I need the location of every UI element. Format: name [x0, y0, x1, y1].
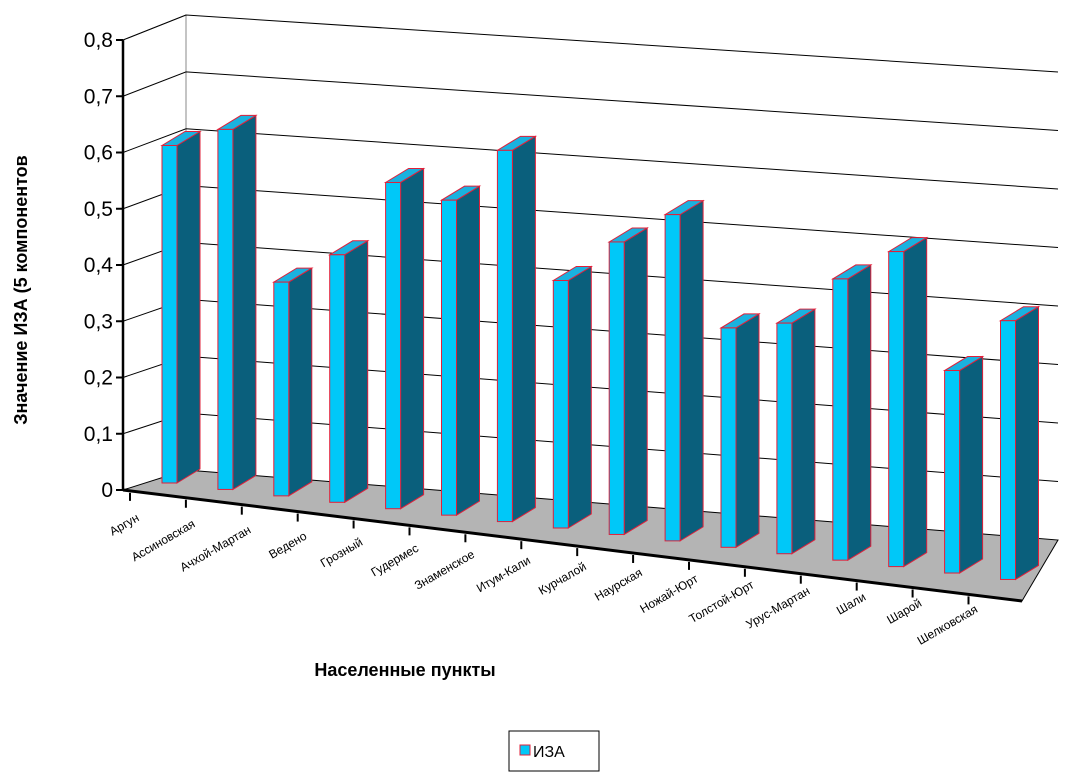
- gridline: [122, 71, 1059, 131]
- bar-front: [161, 145, 178, 484]
- bar-side: [959, 355, 984, 574]
- bar-front: [385, 181, 402, 510]
- y-tick-label: 0,7: [84, 85, 113, 108]
- x-category-label: Шелковская: [915, 602, 980, 648]
- bar-side: [400, 167, 425, 510]
- y-axis-ticks: 0 0,1 0,2 0,3 0,4 0,5 0,6 0,7 0,8: [84, 29, 123, 502]
- bar: [775, 308, 817, 555]
- x-axis-title: Населенные пункты: [314, 660, 495, 680]
- y-tick-label: 0,5: [84, 198, 113, 221]
- y-tick-label: 0,1: [84, 423, 113, 446]
- y-tick-label: 0,4: [84, 254, 114, 277]
- bar: [160, 130, 202, 484]
- bar: [998, 305, 1041, 581]
- x-category-label: Ведено: [266, 529, 309, 562]
- x-category-label: Гудермес: [368, 541, 421, 579]
- gridline: [122, 128, 1059, 190]
- bar-front: [888, 251, 905, 568]
- bar-front: [496, 149, 513, 523]
- bar-front: [832, 278, 849, 561]
- y-tick-label: 0,2: [84, 367, 113, 390]
- x-category-label: Аргун: [107, 510, 141, 538]
- x-category-label: Грозный: [318, 535, 365, 570]
- bar: [272, 267, 314, 497]
- bar-side: [176, 130, 201, 484]
- bar-side: [511, 135, 536, 523]
- bar-side: [847, 264, 872, 562]
- bar-front: [608, 241, 625, 535]
- y-tick-label: 0: [101, 479, 113, 502]
- bar-side: [679, 199, 704, 542]
- x-category-label: Итум-Кали: [474, 553, 533, 595]
- bar: [607, 227, 649, 536]
- bar-side: [623, 227, 648, 536]
- bar: [719, 313, 761, 549]
- bar-front: [776, 322, 793, 555]
- x-category-label: Курчалой: [536, 559, 589, 597]
- bar: [886, 236, 929, 568]
- bar-side: [567, 265, 592, 529]
- y-tick-label: 0,6: [84, 142, 113, 165]
- legend: ИЗА: [508, 730, 600, 772]
- x-category-label: Знаменское: [412, 547, 477, 593]
- bar-front: [664, 214, 681, 542]
- bar-side: [232, 114, 257, 491]
- bar: [831, 264, 873, 562]
- bar-side: [1015, 305, 1039, 581]
- bar-side: [735, 313, 760, 549]
- bar-side: [791, 308, 816, 555]
- y-axis-title: Значение ИЗА (5 компонентов: [11, 155, 31, 424]
- bar-front: [217, 128, 234, 490]
- x-category-label: Шали: [834, 590, 868, 618]
- bar: [439, 185, 482, 517]
- gridline: [122, 14, 1059, 73]
- bar-front: [720, 327, 737, 548]
- bar-front: [329, 254, 346, 503]
- x-category-label: Наурская: [592, 565, 644, 603]
- bars: [160, 114, 1041, 581]
- x-axis-line: [122, 488, 1023, 603]
- x-category-label: Шарой: [884, 596, 924, 627]
- bar: [383, 167, 426, 510]
- bar-front: [441, 199, 457, 516]
- bar-side: [903, 236, 928, 568]
- bar: [495, 135, 538, 523]
- bar-front: [1000, 320, 1016, 580]
- y-tick-label: 0,3: [84, 310, 113, 333]
- legend-swatch: [519, 744, 531, 756]
- bar-side: [456, 185, 480, 517]
- bar-front: [944, 370, 961, 574]
- bar: [551, 265, 594, 529]
- y-tick-label: 0,8: [84, 29, 113, 52]
- legend-series-label: ИЗА: [533, 744, 565, 761]
- bar: [216, 114, 258, 491]
- bar: [942, 355, 985, 574]
- x-category-label: Ножай-Юрт: [638, 571, 701, 616]
- bar: [663, 199, 705, 542]
- bar: [327, 239, 370, 504]
- bar-front: [273, 281, 290, 497]
- bar-side: [288, 267, 313, 497]
- bar-front: [552, 280, 569, 529]
- bar-side: [344, 239, 369, 504]
